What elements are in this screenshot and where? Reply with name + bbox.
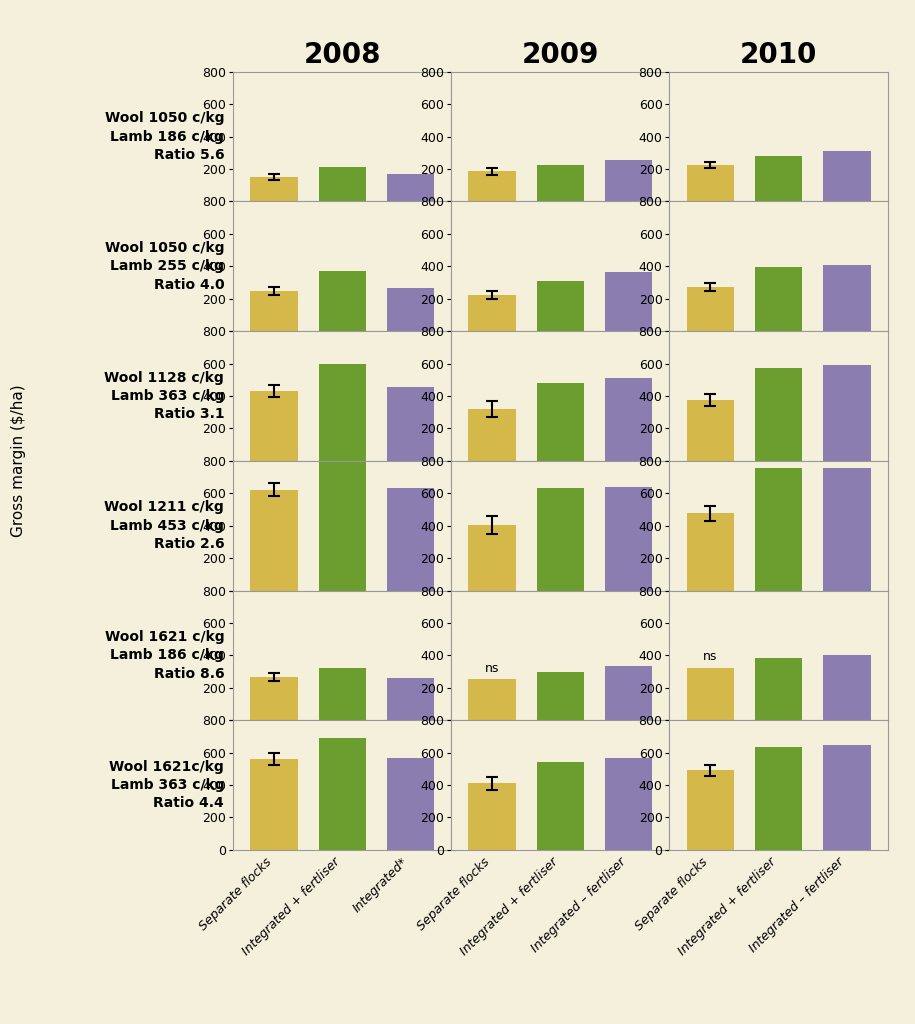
Bar xyxy=(536,165,585,202)
Bar xyxy=(605,486,652,591)
Bar xyxy=(536,281,585,331)
Text: Separate flocks: Separate flocks xyxy=(197,855,274,933)
Bar xyxy=(387,288,435,331)
Bar xyxy=(318,364,366,461)
Text: Wool 1211 c/kg
Lamb 453 c/kg
Ratio 2.6: Wool 1211 c/kg Lamb 453 c/kg Ratio 2.6 xyxy=(104,501,224,551)
Bar xyxy=(755,468,802,591)
Text: Integrated – fertliser: Integrated – fertliser xyxy=(529,855,629,954)
Text: Wool 1621c/kg
Lamb 363 c/kg
Ratio 4.4: Wool 1621c/kg Lamb 363 c/kg Ratio 4.4 xyxy=(110,760,224,810)
Bar xyxy=(823,366,870,461)
Bar xyxy=(536,762,585,850)
Bar xyxy=(755,156,802,202)
Bar xyxy=(823,468,870,591)
Bar xyxy=(251,177,298,202)
Bar xyxy=(536,673,585,720)
Bar xyxy=(755,746,802,850)
Text: Integrated + fertliser: Integrated + fertliser xyxy=(675,855,779,957)
Bar xyxy=(755,368,802,461)
Bar xyxy=(605,160,652,202)
Bar xyxy=(686,400,734,461)
Bar xyxy=(755,267,802,331)
Bar xyxy=(251,759,298,850)
Bar xyxy=(318,738,366,850)
Bar xyxy=(387,759,435,850)
Bar xyxy=(686,288,734,331)
Bar xyxy=(536,488,585,591)
Bar xyxy=(251,489,298,591)
Text: Gross margin ($/ha): Gross margin ($/ha) xyxy=(11,384,26,538)
Bar xyxy=(686,165,734,202)
Title: 2008: 2008 xyxy=(304,41,382,70)
Bar xyxy=(468,783,516,850)
Bar xyxy=(468,525,516,591)
Bar xyxy=(605,272,652,331)
Bar xyxy=(823,152,870,202)
Bar xyxy=(823,654,870,720)
Text: Wool 1621 c/kg
Lamb 186 c/kg
Ratio 8.6: Wool 1621 c/kg Lamb 186 c/kg Ratio 8.6 xyxy=(104,630,224,681)
Bar xyxy=(605,759,652,850)
Bar xyxy=(251,677,298,720)
Bar xyxy=(605,378,652,461)
Bar xyxy=(823,265,870,331)
Text: Wool 1128 c/kg
Lamb 363 c/kg
Ratio 3.1: Wool 1128 c/kg Lamb 363 c/kg Ratio 3.1 xyxy=(104,371,224,421)
Bar xyxy=(387,174,435,202)
Text: Integrated*: Integrated* xyxy=(350,855,411,914)
Bar xyxy=(318,167,366,202)
Text: Wool 1050 c/kg
Lamb 186 c/kg
Ratio 5.6: Wool 1050 c/kg Lamb 186 c/kg Ratio 5.6 xyxy=(104,112,224,162)
Bar xyxy=(686,668,734,720)
Bar xyxy=(468,171,516,202)
Text: Separate flocks: Separate flocks xyxy=(633,855,710,933)
Text: Integrated + fertliser: Integrated + fertliser xyxy=(458,855,560,957)
Bar xyxy=(468,679,516,720)
Bar xyxy=(318,271,366,331)
Bar xyxy=(251,391,298,461)
Bar xyxy=(251,291,298,331)
Text: Separate flocks: Separate flocks xyxy=(414,855,492,933)
Title: 2009: 2009 xyxy=(522,41,599,70)
Text: Integrated + fertliser: Integrated + fertliser xyxy=(240,855,342,957)
Bar xyxy=(686,770,734,850)
Text: ns: ns xyxy=(703,650,717,664)
Bar xyxy=(468,295,516,331)
Bar xyxy=(605,666,652,720)
Bar xyxy=(387,488,435,591)
Bar xyxy=(468,409,516,461)
Bar xyxy=(686,513,734,591)
Text: Wool 1050 c/kg
Lamb 255 c/kg
Ratio 4.0: Wool 1050 c/kg Lamb 255 c/kg Ratio 4.0 xyxy=(104,241,224,292)
Bar xyxy=(755,657,802,720)
Bar xyxy=(387,678,435,720)
Title: 2010: 2010 xyxy=(740,41,817,70)
Text: Integrated – fertliser: Integrated – fertliser xyxy=(747,855,846,954)
Bar xyxy=(536,383,585,461)
Bar xyxy=(318,459,366,591)
Text: ns: ns xyxy=(485,662,500,675)
Bar xyxy=(387,387,435,461)
Bar xyxy=(823,744,870,850)
Bar xyxy=(318,669,366,720)
